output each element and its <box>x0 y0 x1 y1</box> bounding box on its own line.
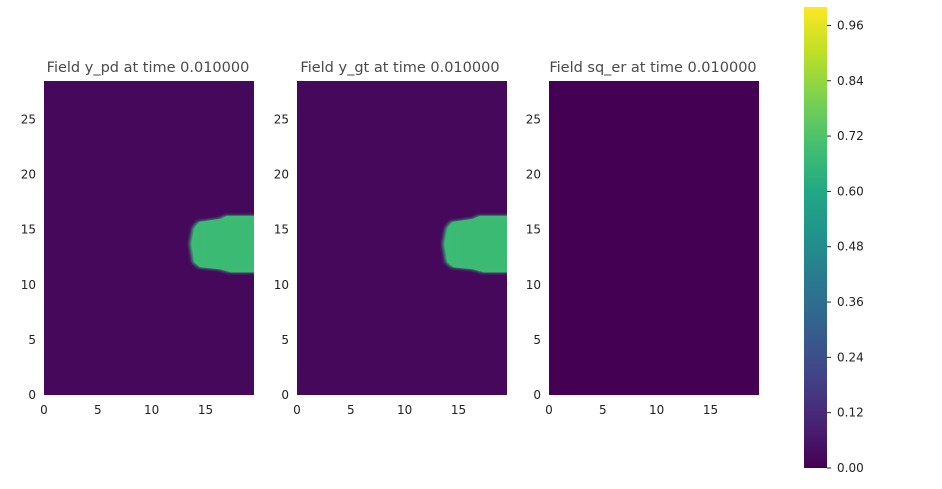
y-tick-label: 25 <box>274 113 289 127</box>
x-tick-label: 0 <box>545 403 553 417</box>
colorbar-tick-label: 0.24 <box>837 350 864 364</box>
x-tick-label: 10 <box>144 403 159 417</box>
field-blob-core <box>454 223 507 265</box>
colorbar-tick-label: 0.60 <box>837 184 864 198</box>
y-tick-label: 10 <box>526 278 541 292</box>
x-tick-label: 15 <box>451 403 466 417</box>
y-tick-label: 5 <box>281 333 289 347</box>
y-axis-ticks-3: 0 5 10 15 20 25 <box>526 113 541 402</box>
colorbar-gradient <box>804 7 827 468</box>
x-tick-label: 15 <box>703 403 718 417</box>
field-blob-core <box>201 223 254 265</box>
y-tick-label: 20 <box>21 168 36 182</box>
panel-plot-area-3 <box>549 81 759 395</box>
panel-title-y-gt: Field y_gt at time 0.010000 <box>300 60 499 76</box>
panel-y-pd: Field y_pd at time 0.010000 0 5 10 15 0 5 10 1… <box>21 60 254 417</box>
y-tick-label: 10 <box>21 278 36 292</box>
colorbar-tick-label: 0.96 <box>837 18 864 32</box>
x-tick-label: 5 <box>94 403 102 417</box>
colorbar-tick-label: 0.48 <box>837 240 864 254</box>
y-tick-label: 0 <box>281 388 289 402</box>
x-axis-ticks-3: 0 5 10 15 <box>545 403 718 417</box>
panel-sq-er: Field sq_er at time 0.010000 0 5 10 15 0 5 10… <box>526 60 759 417</box>
y-tick-label: 0 <box>28 388 36 402</box>
y-tick-label: 25 <box>21 113 36 127</box>
y-axis-ticks-2: 0 5 10 15 20 25 <box>274 113 289 402</box>
panel-plot-area-1 <box>44 81 254 395</box>
panel-y-gt: Field y_gt at time 0.010000 0 5 10 15 0 5 10 1… <box>274 60 507 417</box>
colorbar-tick-label: 0.36 <box>837 295 864 309</box>
y-tick-label: 20 <box>274 168 289 182</box>
panel-title-y-pd: Field y_pd at time 0.010000 <box>47 60 250 76</box>
panel-plot-area-2 <box>297 81 507 395</box>
heatmap-background <box>549 81 759 395</box>
colorbar-tick-label: 0.84 <box>837 74 864 88</box>
y-tick-label: 0 <box>533 388 541 402</box>
colorbar-ticks: 0.00 0.12 0.24 0.36 0.48 0.60 0.72 0.84 0.96 <box>827 18 864 475</box>
x-tick-label: 5 <box>347 403 355 417</box>
y-axis-ticks-1: 0 5 10 15 20 25 <box>21 113 36 402</box>
y-tick-label: 5 <box>28 333 36 347</box>
y-tick-label: 15 <box>274 223 289 237</box>
y-tick-label: 25 <box>526 113 541 127</box>
y-tick-label: 20 <box>526 168 541 182</box>
x-axis-ticks-2: 0 5 10 15 <box>293 403 466 417</box>
x-tick-label: 0 <box>293 403 301 417</box>
colorbar: 0.00 0.12 0.24 0.36 0.48 0.60 0.72 0.84 0.96 <box>804 7 864 475</box>
panel-title-sq-er: Field sq_er at time 0.010000 <box>549 60 756 76</box>
colorbar-tick-label: 0.72 <box>837 129 864 143</box>
x-tick-label: 15 <box>198 403 213 417</box>
y-tick-label: 10 <box>274 278 289 292</box>
x-tick-label: 0 <box>40 403 48 417</box>
x-axis-ticks-1: 0 5 10 15 <box>40 403 213 417</box>
colorbar-tick-label: 0.00 <box>837 461 864 475</box>
y-tick-label: 15 <box>526 223 541 237</box>
x-tick-label: 10 <box>397 403 412 417</box>
y-tick-label: 5 <box>533 333 541 347</box>
x-tick-label: 5 <box>599 403 607 417</box>
colorbar-tick-label: 0.12 <box>837 406 864 420</box>
y-tick-label: 15 <box>21 223 36 237</box>
x-tick-label: 10 <box>649 403 664 417</box>
